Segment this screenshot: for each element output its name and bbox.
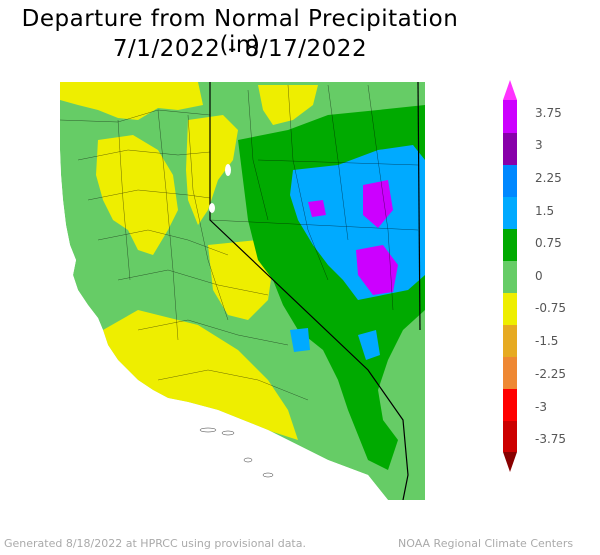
region-very-wet-west	[290, 328, 310, 352]
region-dry-valley	[96, 135, 178, 255]
colorbar-top-arrow	[503, 80, 517, 100]
region-extreme-wet-3	[308, 200, 326, 217]
pyramid-lake	[225, 164, 231, 176]
legend-label: 2.25	[535, 171, 562, 185]
legend-label: 3	[535, 138, 543, 152]
region-dry-north	[60, 82, 203, 120]
legend-label: 0	[535, 269, 543, 283]
legend-label: -2.25	[535, 367, 567, 381]
region-dry-coast-south	[103, 310, 298, 440]
region-extreme-wet-2	[356, 245, 398, 295]
colorbar-segment	[503, 229, 517, 261]
lake-tahoe	[209, 203, 215, 213]
ocean	[58, 80, 388, 500]
colorbar-segment	[503, 100, 517, 133]
colorbar-bottom-arrow	[503, 452, 517, 472]
legend-colorbar	[503, 80, 517, 472]
state-boundary-east	[417, 81, 421, 331]
colorbar-segment	[503, 325, 517, 357]
region-very-wet-small	[358, 330, 380, 360]
colorbar-segment	[503, 133, 517, 165]
channel-islands	[199, 427, 274, 478]
colorbar-segment	[503, 197, 517, 229]
state-boundary	[209, 82, 409, 500]
map-title: Departure from Normal Precipitation (in)	[21, 6, 459, 58]
colorbar-segment	[503, 293, 517, 325]
region-extreme-wet-1	[363, 180, 393, 228]
colorbar-segment	[503, 389, 517, 421]
legend-label: 0.75	[535, 236, 562, 250]
region-dry-sierra	[186, 115, 238, 225]
colorbar-segment	[503, 261, 517, 293]
county-lines	[59, 84, 419, 401]
legend-label: 1.5	[535, 204, 555, 218]
colorbar-segment	[503, 357, 517, 389]
colorbar-segment	[503, 165, 517, 197]
legend-label: -1.5	[535, 334, 559, 348]
map-date-range: 7/1/2022 - 8/17/2022	[112, 36, 368, 62]
colorbar-segment	[503, 421, 517, 452]
legend-label: -3	[535, 400, 547, 414]
legend-label: 3.75	[535, 106, 562, 120]
region-dry-central	[208, 240, 273, 320]
legend-label: -3.75	[535, 432, 567, 446]
region-dry-nevada-north	[258, 85, 318, 125]
source-credit: NOAA Regional Climate Centers	[398, 537, 574, 550]
generated-note: Generated 8/18/2022 at HPRCC using provi…	[4, 537, 306, 550]
precipitation-departure-map	[58, 80, 425, 500]
legend-label: -0.75	[535, 301, 567, 315]
